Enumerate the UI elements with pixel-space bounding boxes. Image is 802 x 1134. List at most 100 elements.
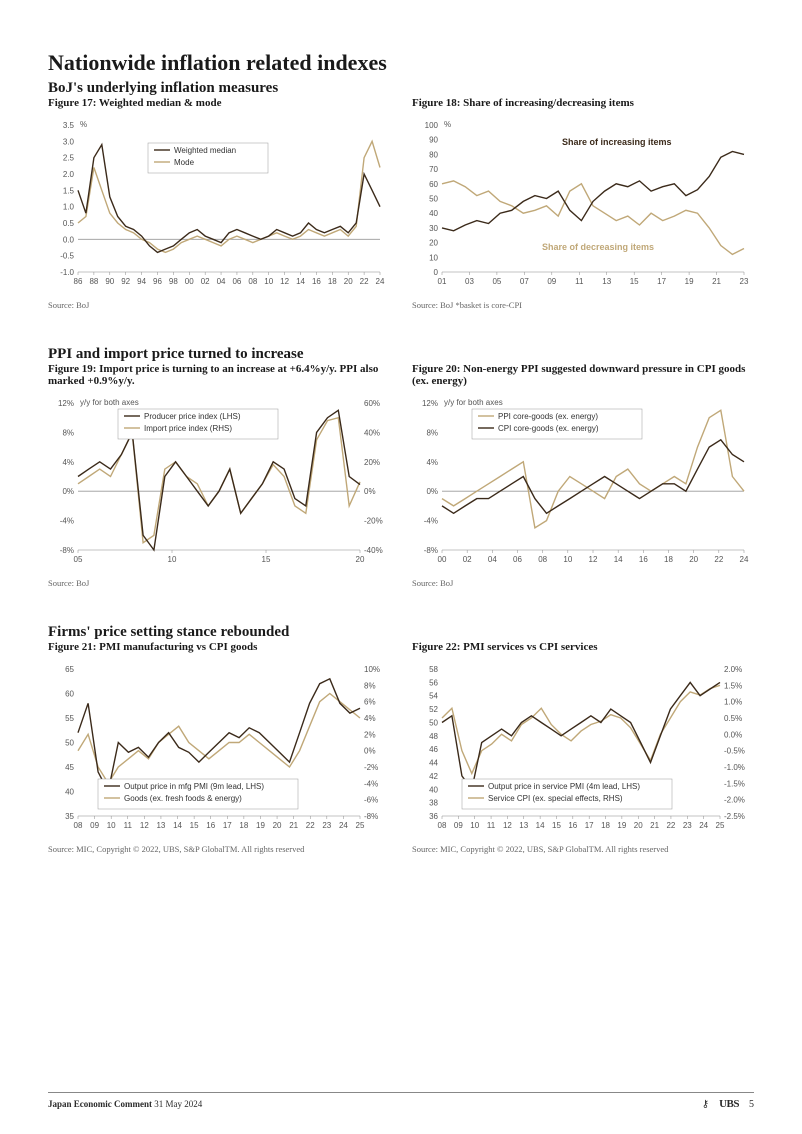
- svg-text:21: 21: [712, 277, 721, 286]
- svg-text:0: 0: [434, 268, 439, 277]
- svg-text:17: 17: [657, 277, 666, 286]
- fig18-col: Figure 18: Share of increasing/decreasin…: [412, 97, 754, 332]
- svg-text:3.0: 3.0: [63, 137, 75, 146]
- svg-text:17: 17: [585, 821, 594, 830]
- svg-text:11: 11: [487, 821, 496, 830]
- svg-text:-0.5%: -0.5%: [724, 747, 745, 756]
- svg-text:50: 50: [65, 739, 74, 748]
- svg-text:-6%: -6%: [364, 796, 378, 805]
- row-3: Figure 21: PMI manufacturing vs CPI good…: [48, 641, 754, 876]
- svg-text:-1.0%: -1.0%: [724, 763, 745, 772]
- svg-text:44: 44: [429, 759, 438, 768]
- svg-text:-20%: -20%: [364, 517, 383, 526]
- svg-text:24: 24: [740, 555, 749, 564]
- svg-text:21: 21: [289, 821, 298, 830]
- svg-text:0%: 0%: [364, 747, 376, 756]
- svg-text:22: 22: [360, 277, 369, 286]
- svg-text:2.0: 2.0: [63, 170, 75, 179]
- svg-text:Weighted median: Weighted median: [174, 146, 236, 155]
- svg-text:-0.5: -0.5: [60, 252, 74, 261]
- svg-text:15: 15: [262, 555, 271, 564]
- svg-text:%: %: [80, 120, 87, 129]
- svg-text:-4%: -4%: [60, 517, 74, 526]
- svg-text:08: 08: [438, 821, 447, 830]
- svg-text:4%: 4%: [426, 458, 438, 467]
- svg-text:23: 23: [322, 821, 331, 830]
- svg-text:Share of increasing items: Share of increasing items: [562, 137, 672, 147]
- svg-text:05: 05: [74, 555, 83, 564]
- svg-text:4%: 4%: [62, 458, 74, 467]
- svg-text:25: 25: [716, 821, 725, 830]
- svg-text:8%: 8%: [426, 428, 438, 437]
- svg-text:Producer price index (LHS): Producer price index (LHS): [144, 412, 241, 421]
- fig18-source: Source: BoJ *basket is core-CPI: [412, 300, 754, 310]
- fig21-title: Figure 21: PMI manufacturing vs CPI good…: [48, 641, 390, 653]
- svg-text:12: 12: [280, 277, 289, 286]
- svg-text:24: 24: [376, 277, 385, 286]
- svg-text:17: 17: [223, 821, 232, 830]
- svg-text:23: 23: [740, 277, 749, 286]
- fig20-col: Figure 20: Non-energy PPI suggested down…: [412, 363, 754, 610]
- svg-text:1.0%: 1.0%: [724, 698, 742, 707]
- svg-text:06: 06: [232, 277, 241, 286]
- svg-text:15: 15: [552, 821, 561, 830]
- svg-text:-8%: -8%: [424, 546, 438, 555]
- svg-text:56: 56: [429, 678, 438, 687]
- ubs-logo: UBS: [719, 1098, 739, 1110]
- svg-text:4%: 4%: [364, 714, 376, 723]
- svg-text:2.0%: 2.0%: [724, 665, 742, 674]
- svg-text:0.5: 0.5: [63, 219, 75, 228]
- svg-text:20: 20: [429, 239, 438, 248]
- svg-text:100: 100: [425, 121, 439, 130]
- fig22-source: Source: MIC, Copyright © 2022, UBS, S&P …: [412, 844, 754, 854]
- svg-text:08: 08: [248, 277, 257, 286]
- svg-text:24: 24: [699, 821, 708, 830]
- svg-text:2.5: 2.5: [63, 154, 75, 163]
- svg-text:y/y for both axes: y/y for both axes: [444, 398, 503, 407]
- svg-text:-2.0%: -2.0%: [724, 796, 745, 805]
- svg-text:96: 96: [153, 277, 162, 286]
- svg-text:6%: 6%: [364, 698, 376, 707]
- svg-text:05: 05: [492, 277, 501, 286]
- fig22-title: Figure 22: PMI services vs CPI services: [412, 641, 754, 653]
- svg-text:70: 70: [429, 165, 438, 174]
- svg-text:15: 15: [630, 277, 639, 286]
- svg-text:10: 10: [107, 821, 116, 830]
- svg-text:0.0: 0.0: [63, 235, 75, 244]
- svg-text:40: 40: [65, 788, 74, 797]
- svg-text:94: 94: [137, 277, 146, 286]
- fig21-source: Source: MIC, Copyright © 2022, UBS, S&P …: [48, 844, 390, 854]
- fig18-title: Figure 18: Share of increasing/decreasin…: [412, 97, 754, 109]
- svg-text:40: 40: [429, 785, 438, 794]
- svg-text:10: 10: [563, 555, 572, 564]
- svg-text:35: 35: [65, 812, 74, 821]
- fig17-chart: -1.0-0.50.00.51.01.52.02.53.03.586889092…: [48, 115, 390, 290]
- svg-text:45: 45: [65, 763, 74, 772]
- svg-text:14: 14: [614, 555, 623, 564]
- svg-text:22: 22: [714, 555, 723, 564]
- svg-text:21: 21: [650, 821, 659, 830]
- svg-text:14: 14: [536, 821, 545, 830]
- svg-text:Output price in service PMI (4: Output price in service PMI (4m lead, LH…: [488, 782, 640, 791]
- footer-date: 31 May 2024: [154, 1099, 202, 1109]
- svg-text:10: 10: [470, 821, 479, 830]
- svg-text:8%: 8%: [364, 681, 376, 690]
- svg-text:18: 18: [601, 821, 610, 830]
- svg-text:0%: 0%: [62, 487, 74, 496]
- svg-text:98: 98: [169, 277, 178, 286]
- svg-text:-8%: -8%: [364, 812, 378, 821]
- svg-text:Output price in mfg PMI (9m le: Output price in mfg PMI (9m lead, LHS): [124, 782, 264, 791]
- svg-text:08: 08: [74, 821, 83, 830]
- footer-right: ⚷ UBS 5: [702, 1098, 754, 1110]
- page-number: 5: [749, 1099, 754, 1110]
- svg-text:-1.0: -1.0: [60, 268, 74, 277]
- svg-text:09: 09: [90, 821, 99, 830]
- fig22-col: Figure 22: PMI services vs CPI services …: [412, 641, 754, 876]
- svg-text:10%: 10%: [364, 665, 380, 674]
- fig19-chart: -8%-4%0%4%8%12%-40%-20%0%20%40%60%051015…: [48, 393, 390, 568]
- svg-text:Mode: Mode: [174, 158, 195, 167]
- svg-text:10: 10: [168, 555, 177, 564]
- svg-text:13: 13: [602, 277, 611, 286]
- svg-text:0%: 0%: [364, 487, 376, 496]
- svg-text:-4%: -4%: [364, 779, 378, 788]
